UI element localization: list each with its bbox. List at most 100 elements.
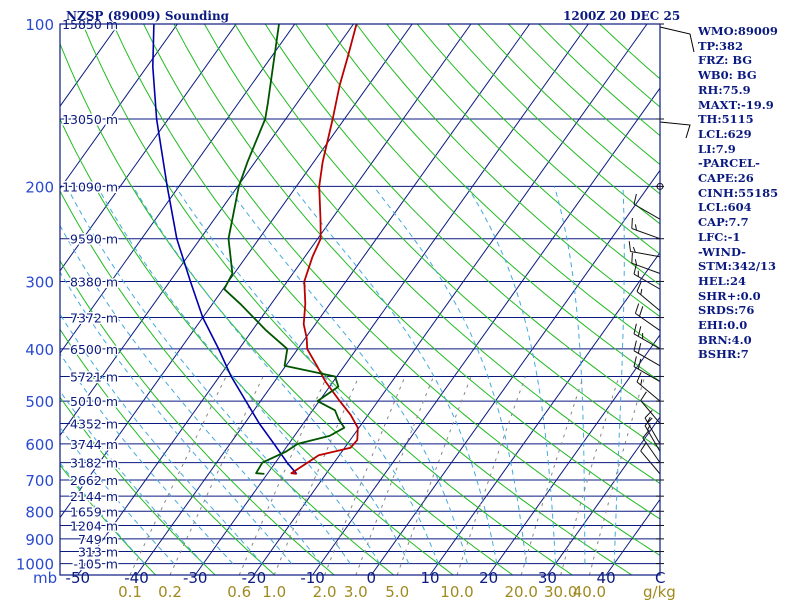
temperature-label: 20 bbox=[479, 569, 498, 587]
isotherm-0 bbox=[370, 169, 660, 575]
mixing-ratio-0.2 bbox=[169, 376, 264, 575]
barb-flag bbox=[631, 252, 633, 264]
isotherm--100 bbox=[60, 24, 178, 190]
isotherm--50 bbox=[77, 24, 472, 575]
height-label: 2144 m bbox=[70, 489, 118, 504]
height-label: 8380 m bbox=[70, 274, 118, 289]
stat-line: LCL:629 bbox=[698, 126, 752, 141]
stat-line: STM:342/13 bbox=[698, 259, 777, 274]
barb-flag bbox=[644, 417, 653, 426]
barb-shaft bbox=[640, 450, 661, 475]
isotherm-30 bbox=[546, 416, 660, 575]
stat-line: WMO:89009 bbox=[698, 24, 778, 38]
stat-line: -WIND- bbox=[698, 244, 746, 259]
temperature-label: 40 bbox=[597, 569, 616, 587]
barb-shaft bbox=[636, 291, 661, 312]
moist-adiabat--20 bbox=[60, 313, 263, 564]
temperature-label: 30 bbox=[538, 569, 557, 587]
isotherm--40 bbox=[136, 24, 531, 575]
stat-line: TP:382 bbox=[698, 38, 744, 53]
dry-adiabat-80 bbox=[234, 24, 660, 450]
height-label: 5721 m bbox=[70, 370, 118, 385]
wind-barb bbox=[631, 217, 661, 240]
chart-time: 1200Z 20 DEC 25 bbox=[563, 9, 681, 23]
wind-barb bbox=[633, 323, 661, 350]
stat-line: LFC:-1 bbox=[698, 229, 741, 244]
mixing-ratio-label: 20.0 bbox=[504, 583, 537, 600]
moist-adiabat-25 bbox=[373, 186, 527, 564]
stat-line: HEL:24 bbox=[698, 273, 746, 288]
barb-shaft bbox=[644, 417, 661, 445]
barb-flag bbox=[640, 288, 643, 295]
wind-barb bbox=[633, 263, 661, 290]
parcel-line bbox=[152, 24, 298, 475]
pressure-label: 800 bbox=[25, 503, 54, 521]
wind-barb bbox=[633, 340, 661, 367]
barb-shaft bbox=[631, 228, 661, 240]
dry-adiabat-10 bbox=[60, 118, 454, 575]
temperature-unit-label: C bbox=[655, 569, 665, 587]
stat-line: -PARCEL- bbox=[698, 156, 760, 171]
pressure-label: 1000 bbox=[16, 556, 54, 574]
temperature-label: -10 bbox=[300, 569, 325, 587]
temperature-label: -30 bbox=[183, 569, 208, 587]
temperature-label: -20 bbox=[242, 569, 267, 587]
isotherm--60 bbox=[60, 24, 413, 519]
barb-flag bbox=[640, 391, 647, 401]
moist-adiabat-5 bbox=[132, 186, 410, 564]
barb-flag bbox=[634, 303, 640, 314]
dry-adiabat--40 bbox=[60, 464, 157, 575]
barb-flag bbox=[634, 224, 637, 231]
isotherm-10 bbox=[429, 251, 660, 575]
chart-title: NZSP (89009) Sounding bbox=[66, 9, 230, 23]
mixing-ratio-label: 40.0 bbox=[573, 583, 606, 600]
wind-barb bbox=[640, 441, 661, 475]
moist-adiabat--10 bbox=[60, 224, 322, 564]
mixing-ratio-label: 0.1 bbox=[118, 583, 142, 600]
dry-adiabat-50 bbox=[143, 24, 660, 556]
stat-line: FRZ: BG bbox=[698, 53, 753, 68]
temperature-line bbox=[290, 24, 359, 475]
barb-shaft bbox=[633, 203, 661, 220]
barb-flag bbox=[644, 409, 653, 419]
height-label: 3744 m bbox=[70, 437, 118, 452]
barb-flag bbox=[634, 259, 637, 265]
height-label: 13050 m bbox=[62, 112, 118, 127]
mixing-ratio-1 bbox=[273, 376, 360, 575]
plot-frame bbox=[59, 23, 695, 576]
wind-barb bbox=[644, 409, 661, 445]
moist-adiabat--30 bbox=[60, 390, 204, 564]
barb-flag bbox=[633, 356, 637, 367]
moist-adiabat--35 bbox=[60, 426, 175, 564]
barb-shaft bbox=[635, 312, 661, 331]
barb-flag bbox=[631, 217, 633, 229]
isotherm-20 bbox=[488, 334, 660, 575]
temperature-label: 0 bbox=[367, 569, 377, 587]
mixing-ratio-label: 5.0 bbox=[385, 583, 409, 600]
height-label: 313 m bbox=[78, 545, 118, 560]
stat-line: BSHR:7 bbox=[698, 347, 749, 362]
isotherm--20 bbox=[253, 24, 648, 575]
mixing-ratio-30 bbox=[560, 376, 620, 575]
barb-flag bbox=[639, 306, 644, 317]
moist-adiabat-20 bbox=[292, 186, 498, 564]
dry-adiabat-130 bbox=[386, 24, 660, 286]
dry-adiabat-20 bbox=[60, 42, 514, 575]
pressure-label: 500 bbox=[25, 393, 54, 411]
stat-line: BRN:4.0 bbox=[698, 332, 752, 347]
pressure-label: 400 bbox=[25, 341, 54, 359]
mixing-ratio-10 bbox=[456, 376, 526, 575]
height-label: 7372 m bbox=[70, 311, 118, 326]
profile-lines bbox=[152, 24, 359, 475]
dry-adiabat-140 bbox=[416, 24, 660, 255]
dry-adiabat-60 bbox=[173, 24, 660, 520]
moist-adiabat-40 bbox=[613, 186, 625, 564]
height-label: 6500 m bbox=[70, 342, 118, 357]
dry-adiabat-70 bbox=[203, 24, 660, 485]
dry-adiabat-40 bbox=[112, 24, 633, 575]
wind-barb bbox=[631, 252, 661, 274]
moist-adiabat-0 bbox=[96, 186, 380, 564]
stat-line: LCL:604 bbox=[698, 200, 752, 215]
moist-adiabat-15 bbox=[227, 186, 468, 564]
